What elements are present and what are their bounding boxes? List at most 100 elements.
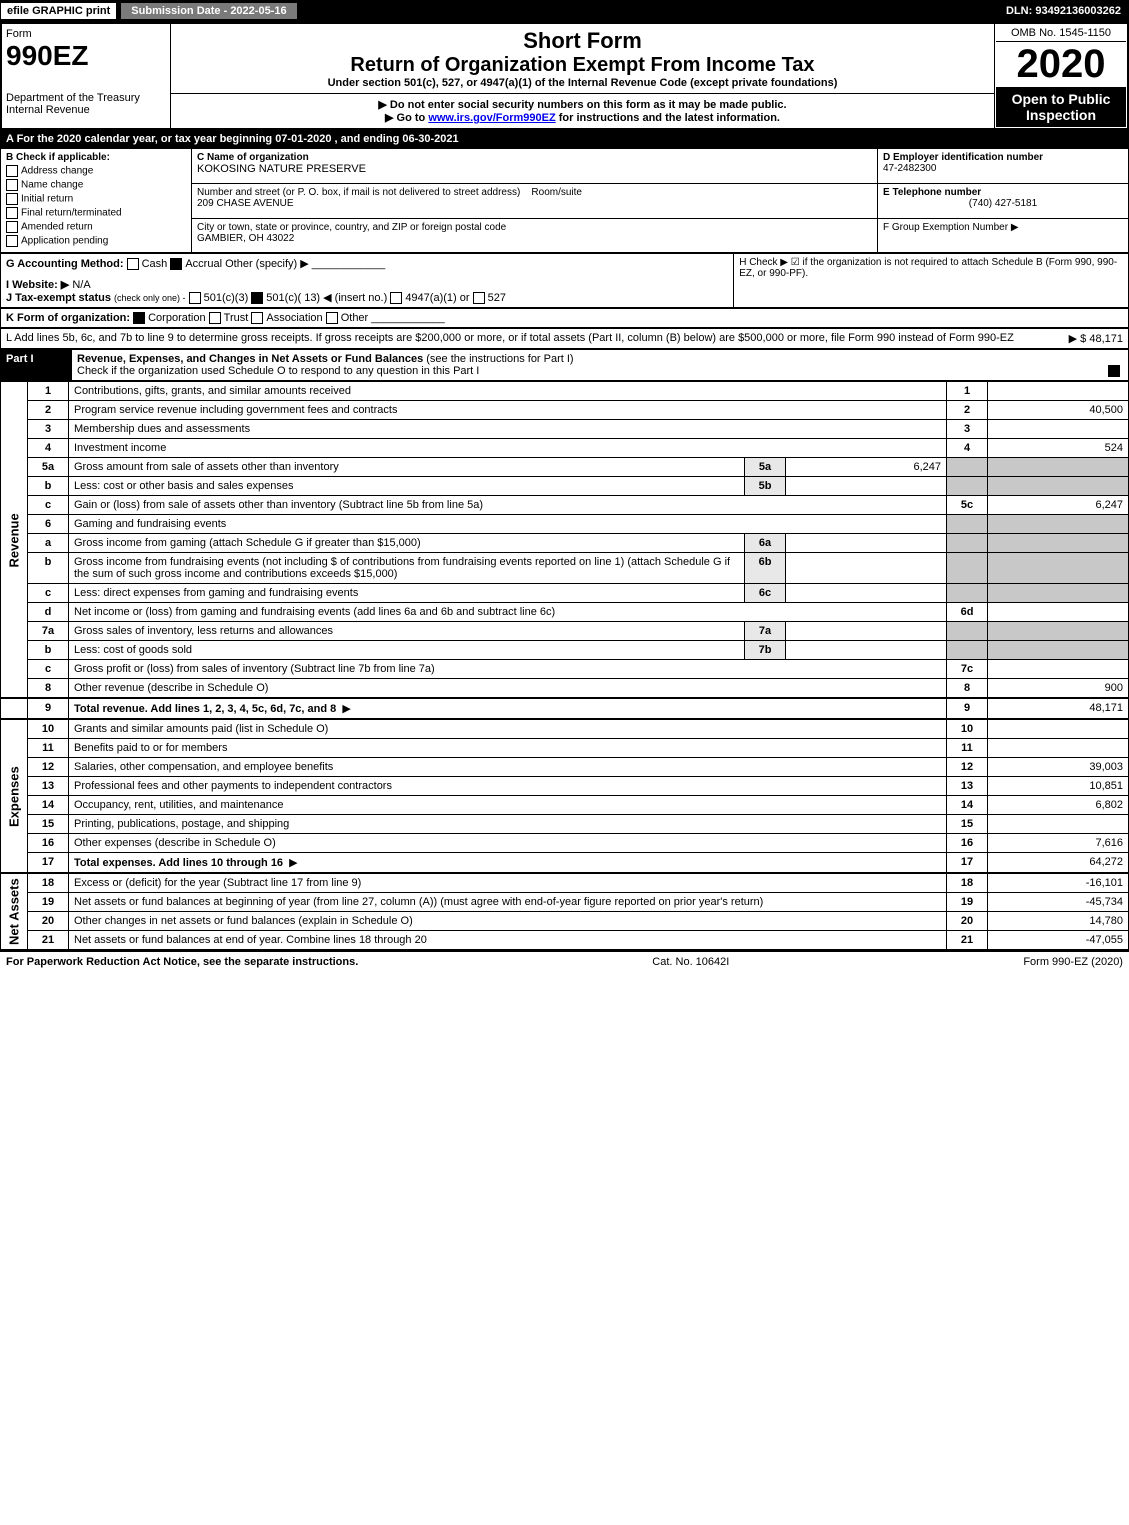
submission-date: Submission Date - 2022-05-16 bbox=[121, 3, 296, 19]
part1-tag: Part I bbox=[1, 350, 72, 381]
row-j-label: J Tax-exempt status bbox=[6, 292, 111, 304]
org-info-table: B Check if applicable: Address change Na… bbox=[0, 148, 1129, 253]
final-return-label: Final return/terminated bbox=[21, 208, 122, 219]
line1-desc: Contributions, gifts, grants, and simila… bbox=[74, 385, 351, 397]
line8-amount: 900 bbox=[988, 679, 1129, 699]
return-title: Return of Organization Exempt From Incom… bbox=[175, 54, 990, 77]
expenses-table: Expenses 10Grants and similar amounts pa… bbox=[0, 719, 1129, 873]
other-org-checkbox[interactable] bbox=[326, 312, 338, 324]
group-exemption-label: F Group Exemption Number ▶ bbox=[883, 222, 1123, 233]
line5c-desc: Gain or (loss) from sale of assets other… bbox=[74, 499, 483, 511]
address-change-checkbox[interactable] bbox=[6, 165, 18, 177]
telephone-value: (740) 427-5181 bbox=[883, 198, 1123, 209]
final-return-checkbox[interactable] bbox=[6, 207, 18, 219]
name-change-checkbox[interactable] bbox=[6, 179, 18, 191]
accrual-checkbox[interactable] bbox=[170, 258, 182, 270]
line13-amount: 10,851 bbox=[988, 777, 1129, 796]
footer-cat: Cat. No. 10642I bbox=[652, 956, 729, 968]
line5a-amount: 6,247 bbox=[786, 458, 947, 477]
line19-desc: Net assets or fund balances at beginning… bbox=[74, 896, 763, 908]
application-pending-checkbox[interactable] bbox=[6, 235, 18, 247]
501c-checkbox[interactable] bbox=[251, 292, 263, 304]
line17-desc: Total expenses. Add lines 10 through 16 bbox=[74, 857, 283, 869]
trust-checkbox[interactable] bbox=[209, 312, 221, 324]
header-table: Form 990EZ Department of the Treasury In… bbox=[0, 22, 1129, 130]
initial-return-label: Initial return bbox=[21, 194, 73, 205]
part1-check-note: Check if the organization used Schedule … bbox=[77, 365, 479, 377]
ein-value: 47-2482300 bbox=[883, 163, 1123, 174]
line18-desc: Excess or (deficit) for the year (Subtra… bbox=[74, 877, 361, 889]
other-org-label: Other bbox=[341, 312, 369, 324]
line9-desc: Total revenue. Add lines 1, 2, 3, 4, 5c,… bbox=[74, 703, 336, 715]
line5b-desc: Less: cost or other basis and sales expe… bbox=[74, 480, 294, 492]
city-value: GAMBIER, OH 43022 bbox=[197, 233, 872, 244]
row-k-label: K Form of organization: bbox=[6, 312, 130, 324]
row-h-text: H Check ▶ ☑ if the organization is not r… bbox=[739, 257, 1123, 279]
association-checkbox[interactable] bbox=[251, 312, 263, 324]
efile-print-label[interactable]: efile GRAPHIC print bbox=[0, 2, 117, 20]
line7b-desc: Less: cost of goods sold bbox=[74, 644, 192, 656]
line12-desc: Salaries, other compensation, and employ… bbox=[74, 761, 333, 773]
cash-checkbox[interactable] bbox=[127, 258, 139, 270]
revenue-table: Revenue 1 Contributions, gifts, grants, … bbox=[0, 381, 1129, 719]
line13-desc: Professional fees and other payments to … bbox=[74, 780, 392, 792]
tax-period: A For the 2020 calendar year, or tax yea… bbox=[0, 130, 1129, 148]
dln-number: DLN: 93492136003262 bbox=[998, 3, 1129, 19]
line19-amount: -45,734 bbox=[988, 893, 1129, 912]
net-assets-table: Net Assets 18Excess or (deficit) for the… bbox=[0, 873, 1129, 950]
box-c-label: C Name of organization bbox=[197, 152, 872, 163]
line2-desc: Program service revenue including govern… bbox=[74, 404, 397, 416]
irs-label: Internal Revenue bbox=[6, 104, 166, 116]
goto-pre: ▶ Go to bbox=[385, 112, 428, 124]
open-public-badge: Open to Public Inspection bbox=[996, 87, 1126, 127]
line18-amount: -16,101 bbox=[988, 874, 1129, 893]
irs-link[interactable]: www.irs.gov/Form990EZ bbox=[428, 112, 555, 124]
address-change-label: Address change bbox=[21, 166, 93, 177]
line7a-desc: Gross sales of inventory, less returns a… bbox=[74, 625, 333, 637]
top-bar: efile GRAPHIC print Submission Date - 20… bbox=[0, 0, 1129, 22]
initial-return-checkbox[interactable] bbox=[6, 193, 18, 205]
line5c-amount: 6,247 bbox=[988, 496, 1129, 515]
corporation-checkbox[interactable] bbox=[133, 312, 145, 324]
line21-amount: -47,055 bbox=[988, 931, 1129, 950]
row-j-sub: (check only one) - bbox=[114, 293, 186, 303]
ein-label: D Employer identification number bbox=[883, 152, 1123, 163]
line6-desc: Gaming and fundraising events bbox=[74, 518, 226, 530]
omb-number: OMB No. 1545-1150 bbox=[996, 25, 1126, 42]
revenue-section-label: Revenue bbox=[1, 382, 28, 699]
footer-form: Form 990-EZ (2020) bbox=[1023, 956, 1123, 968]
line12-amount: 39,003 bbox=[988, 758, 1129, 777]
line14-desc: Occupancy, rent, utilities, and maintena… bbox=[74, 799, 284, 811]
tax-year: 2020 bbox=[996, 42, 1126, 87]
schedule-o-checkbox[interactable] bbox=[1108, 365, 1120, 377]
line6b-desc: Gross income from fundraising events (no… bbox=[74, 556, 730, 580]
goto-post: for instructions and the latest informat… bbox=[556, 112, 780, 124]
footer-left: For Paperwork Reduction Act Notice, see … bbox=[6, 956, 358, 968]
gross-receipts: ▶ $ 48,171 bbox=[1069, 332, 1123, 345]
line17-amount: 64,272 bbox=[988, 853, 1129, 873]
trust-label: Trust bbox=[224, 312, 249, 324]
line7c-desc: Gross profit or (loss) from sales of inv… bbox=[74, 663, 435, 675]
line8-desc: Other revenue (describe in Schedule O) bbox=[74, 682, 268, 694]
street-value: 209 CHASE AVENUE bbox=[197, 198, 872, 209]
line20-amount: 14,780 bbox=[988, 912, 1129, 931]
line21-desc: Net assets or fund balances at end of ye… bbox=[74, 934, 427, 946]
line9-amount: 48,171 bbox=[988, 698, 1129, 719]
corporation-label: Corporation bbox=[148, 312, 205, 324]
527-label: 527 bbox=[488, 292, 506, 304]
expenses-section-label: Expenses bbox=[1, 720, 28, 873]
line4-amount: 524 bbox=[988, 439, 1129, 458]
line6d-desc: Net income or (loss) from gaming and fun… bbox=[74, 606, 555, 618]
city-label: City or town, state or province, country… bbox=[197, 222, 872, 233]
line3-desc: Membership dues and assessments bbox=[74, 423, 250, 435]
amended-return-checkbox[interactable] bbox=[6, 221, 18, 233]
subtitle: Under section 501(c), 527, or 4947(a)(1)… bbox=[175, 77, 990, 89]
amended-return-label: Amended return bbox=[21, 222, 93, 233]
501c3-checkbox[interactable] bbox=[189, 292, 201, 304]
4947-checkbox[interactable] bbox=[390, 292, 402, 304]
527-checkbox[interactable] bbox=[473, 292, 485, 304]
line10-desc: Grants and similar amounts paid (list in… bbox=[74, 723, 328, 735]
association-label: Association bbox=[266, 312, 322, 324]
row-g-label: G Accounting Method: bbox=[6, 258, 124, 270]
application-pending-label: Application pending bbox=[21, 236, 108, 247]
